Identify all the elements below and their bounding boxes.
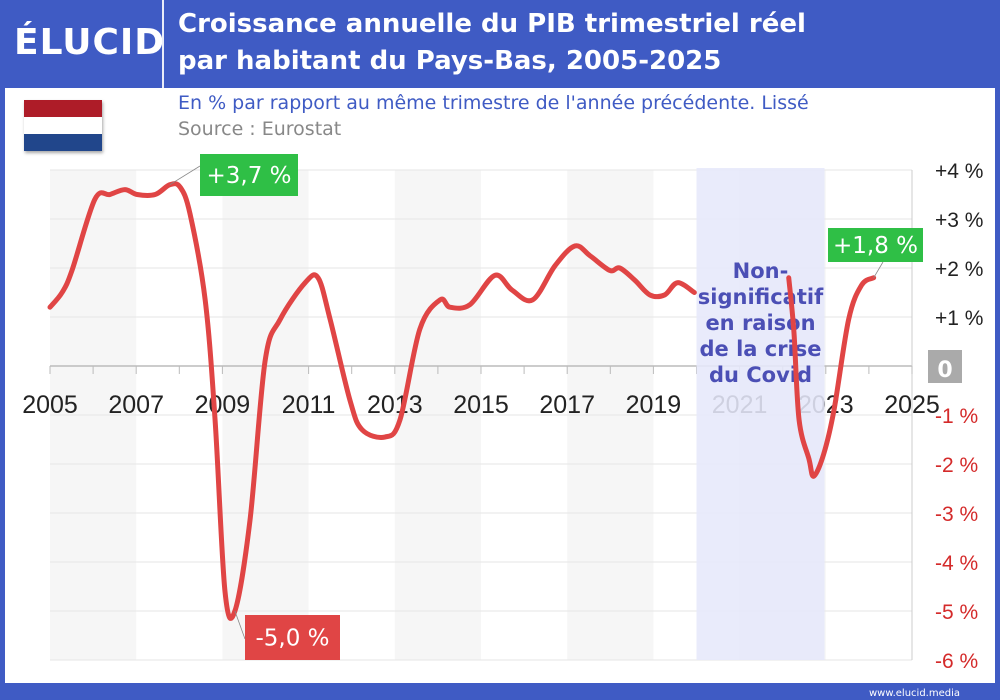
covid-note-line: Non- (733, 259, 789, 283)
x-tick-label: 2009 (195, 391, 251, 419)
x-tick-label: 2013 (367, 391, 423, 419)
x-tick-label: 2007 (108, 391, 164, 419)
x-tick-label: 2019 (626, 391, 682, 419)
y-tick-label: +4 % (935, 160, 983, 183)
chart-title: Croissance annuelle du PIB trimestriel r… (178, 6, 988, 80)
annotation-leader (234, 610, 246, 640)
y-tick-label: +2 % (935, 258, 983, 281)
y-tick-label: -2 % (935, 454, 978, 477)
header: ÉLUCID Croissance annuelle du PIB trimes… (0, 0, 1000, 88)
y-tick-label: -5 % (935, 601, 978, 624)
y-tick-label: +3 % (935, 209, 983, 232)
title-line-2: par habitant du Pays-Bas, 2005-2025 (178, 46, 722, 76)
footer-url[interactable]: www.elucid.media (868, 688, 960, 699)
annotation-label-max: +3,7 % (206, 163, 291, 189)
annotation-label-last: +1,8 % (833, 233, 918, 259)
annotation-label-min: -5,0 % (255, 626, 329, 652)
annotation-leader (873, 261, 884, 279)
elucid-logo: ÉLUCID (14, 22, 166, 63)
annotation-box-last (828, 228, 923, 262)
chart-source: Source : Eurostat (178, 118, 342, 140)
series-line-post-covid (786, 275, 877, 479)
x-tick-label: 2011 (282, 391, 336, 419)
covid-note-line: en raison (705, 311, 815, 335)
flag-stripe-blue (24, 134, 102, 151)
flag-stripe-red (24, 100, 102, 117)
annotation-leader (169, 165, 201, 186)
x-tick-label: 2005 (22, 391, 78, 419)
y-tick-label: 0 (937, 358, 952, 383)
title-line-1: Croissance annuelle du PIB trimestriel r… (178, 9, 806, 39)
chart-subtitle: En % par rapport au même trimestre de l'… (178, 92, 809, 114)
annotation-box-max (200, 154, 298, 196)
flag-stripe-white (24, 117, 102, 134)
y-tick-label: -6 % (935, 650, 978, 673)
covid-note-line: de la crise (699, 337, 821, 361)
annotation-box-min (245, 615, 340, 660)
series-line-pre-covid (47, 181, 697, 621)
covid-shaded-region (696, 168, 825, 660)
covid-note-line: significatif (698, 285, 824, 309)
x-tick-label: 2015 (453, 391, 509, 419)
y-tick-label: -4 % (935, 552, 978, 575)
y-tick-label: +1 % (935, 307, 983, 330)
netherlands-flag-icon (24, 100, 102, 151)
x-tick-label: 2017 (539, 391, 595, 419)
x-tick-label: 2025 (884, 391, 940, 419)
header-divider (162, 0, 164, 88)
zero-label-box (928, 350, 962, 383)
y-tick-label: -3 % (935, 503, 978, 526)
y-tick-label: -1 % (935, 405, 978, 428)
